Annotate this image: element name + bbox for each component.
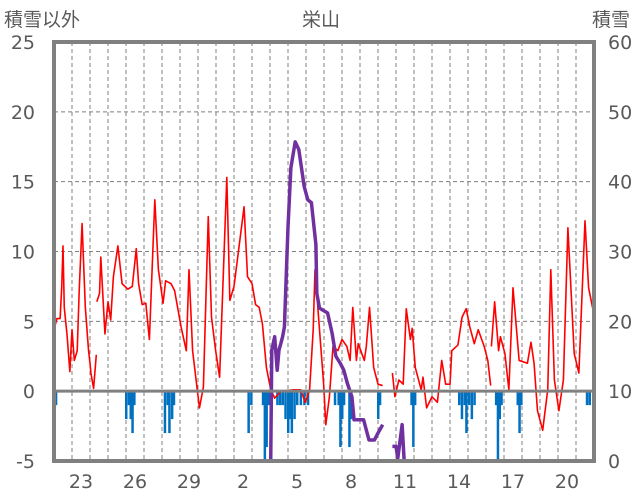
precipitation-bar	[247, 391, 250, 434]
right-axis-title: 積雪	[592, 9, 630, 31]
precipitation-bar	[516, 391, 519, 406]
precipitation-bar	[276, 391, 279, 406]
precipitation-bar	[265, 391, 268, 448]
temperature-line	[391, 307, 492, 409]
precipitation-bar	[585, 391, 589, 406]
precipitation-bar	[333, 391, 337, 406]
precipitation-bar	[166, 391, 169, 406]
x-tick-label: 2	[237, 471, 249, 493]
snow-depth-line	[54, 140, 385, 463]
precipitation-bar	[261, 391, 265, 406]
precipitation-bar	[250, 391, 253, 406]
precipitation-bar	[378, 391, 382, 406]
precipitation-bar	[163, 391, 167, 434]
precipitation-bar	[129, 391, 132, 420]
precipitation-bar	[296, 391, 299, 406]
precipitation-bar	[299, 391, 303, 406]
y-right-tick-label: 40	[608, 172, 632, 194]
precipitation-bar	[465, 391, 468, 434]
y-left-tick-label: 10	[11, 242, 35, 264]
precipitation-bar	[496, 391, 500, 461]
x-tick-label: 29	[177, 471, 201, 493]
precipitation-bar	[170, 391, 174, 420]
precipitation-bars	[53, 391, 591, 461]
y-right-tick-label: 60	[608, 32, 632, 54]
precipitation-bar	[463, 391, 466, 406]
x-tick-label: 14	[447, 471, 471, 493]
y-right-tick-label: 10	[608, 381, 632, 403]
precipitation-bar	[377, 391, 380, 420]
x-tick-label: 26	[123, 471, 147, 493]
precipitation-bar	[498, 391, 501, 420]
precipitation-bar	[467, 391, 471, 406]
precipitation-bar	[473, 391, 476, 406]
precipitation-bar	[520, 391, 523, 406]
precipitation-bar	[287, 391, 290, 434]
precipitation-bar	[500, 391, 503, 406]
plot-frame	[52, 40, 596, 463]
chart-title: 栄山	[302, 9, 340, 31]
precipitation-bar	[412, 391, 415, 448]
left-axis-title: 積雪以外	[4, 9, 80, 31]
x-tick-label: 23	[69, 471, 93, 493]
x-tick-label: 17	[501, 471, 525, 493]
x-tick-label: 11	[393, 471, 417, 493]
precipitation-bar	[290, 391, 294, 434]
temperature-line	[53, 222, 98, 390]
precipitation-bar	[588, 391, 591, 406]
x-tick-label: 5	[291, 471, 303, 493]
plot-border	[52, 40, 596, 463]
precipitation-bar	[125, 391, 128, 420]
precipitation-bar	[168, 391, 171, 434]
y-right-tick-label: 30	[608, 242, 632, 264]
precipitation-bar	[278, 391, 282, 406]
precipitation-bar	[284, 391, 287, 420]
precipitation-bar	[281, 391, 285, 406]
y-left-tick-label: 15	[11, 172, 35, 194]
precipitation-bar	[339, 391, 342, 448]
precipitation-bar	[172, 391, 176, 406]
x-tick-label: 20	[555, 471, 579, 493]
precipitation-bar	[127, 391, 131, 406]
y-right-tick-label: 50	[608, 102, 632, 124]
precipitation-bar	[458, 391, 461, 406]
precipitation-bar	[470, 391, 474, 420]
precipitation-bar	[518, 391, 521, 434]
precipitation-bar	[133, 391, 136, 406]
precipitation-bar	[494, 391, 498, 406]
precipitation-bar	[460, 391, 464, 420]
y-left-tick-label: 20	[11, 102, 35, 124]
y-left-tick-label: 5	[23, 311, 35, 333]
precipitation-bar	[341, 391, 344, 420]
snow-depth-line	[392, 422, 594, 463]
precipitation-bar	[288, 391, 292, 420]
precipitation-bar	[293, 391, 296, 420]
y-left-tick-label: 0	[23, 381, 35, 403]
precipitation-bar	[348, 391, 351, 448]
temperature-line	[96, 176, 383, 426]
precipitation-bar	[267, 391, 270, 406]
precipitation-bar	[413, 391, 417, 406]
temperature-line	[490, 219, 594, 432]
gridlines	[54, 42, 594, 461]
precipitation-bar	[410, 391, 413, 406]
y-left-tick-label: 25	[11, 32, 35, 54]
precipitation-bar	[54, 391, 58, 406]
precipitation-bar	[337, 391, 340, 406]
precipitation-bar	[306, 391, 310, 406]
precipitation-bar	[263, 391, 267, 461]
y-right-tick-label: 20	[608, 311, 632, 333]
precipitation-bar	[131, 391, 134, 434]
y-right-tick-label: 0	[608, 451, 620, 473]
x-tick-label: 8	[345, 471, 357, 493]
precipitation-bar	[342, 391, 346, 406]
y-left-tick-label: -5	[16, 451, 35, 473]
